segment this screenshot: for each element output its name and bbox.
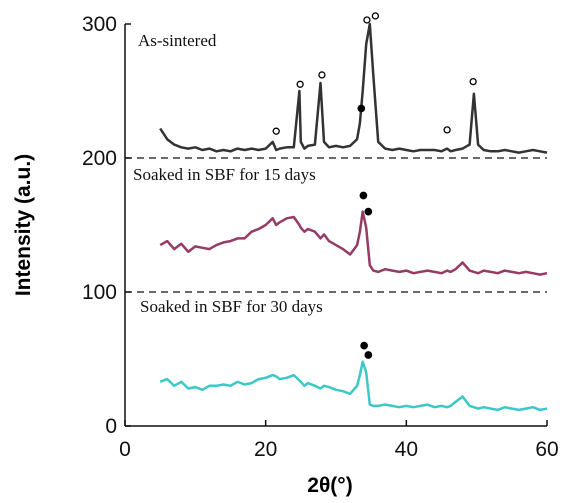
series-line	[159, 210, 548, 276]
y-tick-label: 300	[82, 13, 117, 36]
x-tick-label: 20	[254, 438, 277, 461]
y-axis-label: Intensity (a.u.)	[12, 154, 35, 296]
y-tick-label: 0	[105, 415, 117, 438]
peak-marker	[364, 207, 373, 216]
series-line	[159, 22, 548, 154]
peak-marker	[357, 104, 366, 113]
y-tick-label: 200	[82, 147, 117, 170]
peak-marker	[272, 127, 280, 135]
peak-marker	[296, 80, 304, 88]
series-line	[159, 360, 548, 412]
annotation: As-sintered	[138, 31, 217, 50]
annotation: Soaked in SBF for 30 days	[140, 297, 323, 316]
peak-marker	[360, 341, 368, 350]
peak-marker	[371, 12, 380, 20]
peak-marker	[443, 126, 451, 134]
annotation: Soaked in SBF for 15 days	[133, 165, 316, 184]
peak-marker	[364, 351, 373, 359]
x-tick-label: 40	[395, 438, 418, 461]
peak-marker	[318, 71, 326, 79]
peak-marker	[363, 16, 371, 24]
peak-marker	[359, 191, 368, 200]
x-tick-label: 0	[119, 438, 131, 461]
y-tick-label: 100	[82, 281, 117, 304]
peak-marker	[469, 77, 477, 86]
x-axis-label: 2θ(°)	[307, 474, 352, 497]
x-tick-label: 60	[535, 438, 558, 461]
